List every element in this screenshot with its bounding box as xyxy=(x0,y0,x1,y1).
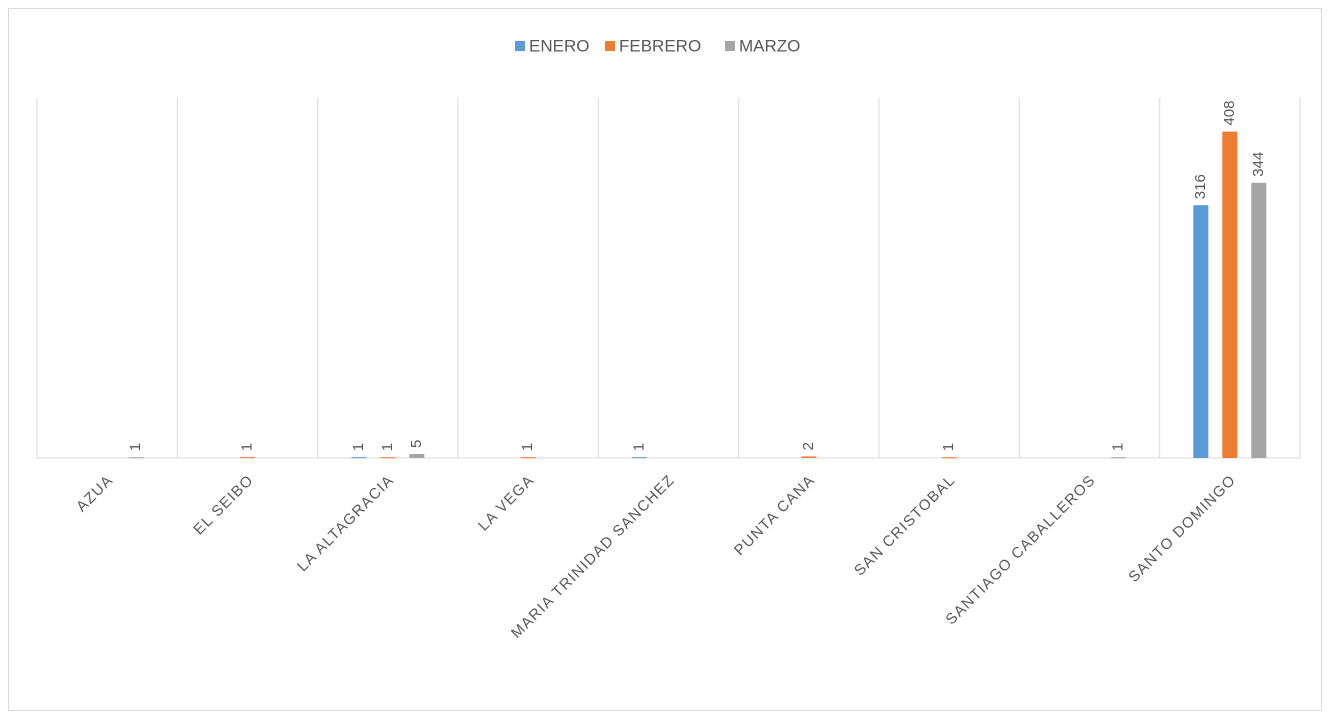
bar xyxy=(351,457,367,459)
bar xyxy=(1222,131,1238,458)
bar xyxy=(941,457,957,459)
chart-border xyxy=(8,8,1322,711)
legend-swatch xyxy=(515,41,525,51)
bar xyxy=(128,457,144,459)
bar xyxy=(240,457,255,459)
data-label: 1 xyxy=(1109,443,1126,451)
bar xyxy=(1251,182,1267,459)
data-label: 2 xyxy=(800,442,817,450)
data-label: 5 xyxy=(408,440,425,448)
data-label: 1 xyxy=(379,443,396,451)
bar xyxy=(409,454,425,458)
data-label: 1 xyxy=(238,443,255,451)
data-label: 408 xyxy=(1221,101,1238,126)
legend-swatch xyxy=(605,41,615,51)
data-label: 1 xyxy=(350,443,367,451)
bar xyxy=(801,456,817,458)
bar xyxy=(380,457,396,459)
bar xyxy=(632,457,647,459)
data-label: 1 xyxy=(940,443,957,451)
data-label: 316 xyxy=(1192,174,1209,199)
bar xyxy=(1193,205,1209,458)
legend-label: ENERO xyxy=(529,36,589,55)
data-label: 1 xyxy=(127,443,144,451)
data-label: 344 xyxy=(1250,152,1267,177)
data-label: 1 xyxy=(630,443,647,451)
legend-label: FEBRERO xyxy=(619,36,701,55)
legend-swatch xyxy=(725,41,735,51)
bar xyxy=(1111,457,1126,459)
legend-label: MARZO xyxy=(739,36,800,55)
bar xyxy=(520,457,536,459)
data-label: 1 xyxy=(519,443,536,451)
